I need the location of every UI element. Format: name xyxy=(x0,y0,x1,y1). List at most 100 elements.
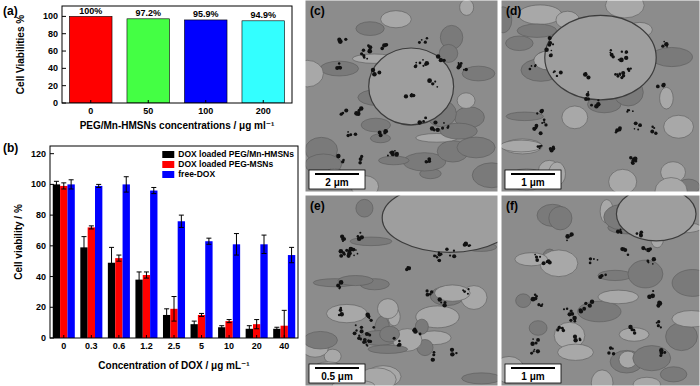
bar xyxy=(198,315,205,338)
error-cap xyxy=(54,181,59,182)
bar xyxy=(184,20,227,103)
particle xyxy=(535,341,538,344)
error-bar xyxy=(234,234,239,256)
error-bar xyxy=(172,297,177,322)
error-bar xyxy=(192,321,197,327)
organelle xyxy=(356,199,373,217)
organelle xyxy=(381,11,412,28)
organelle xyxy=(633,377,660,386)
error-bar xyxy=(61,183,66,189)
y-tick-label: 0 xyxy=(53,98,58,108)
particle xyxy=(442,303,446,307)
error-line xyxy=(291,247,292,262)
x-tick xyxy=(174,335,175,338)
error-cap xyxy=(124,192,129,193)
particle xyxy=(569,319,572,322)
particle xyxy=(394,150,396,152)
particle xyxy=(339,249,344,254)
particle xyxy=(426,289,429,292)
particle xyxy=(644,248,646,250)
particle xyxy=(634,128,636,130)
particle xyxy=(660,326,662,328)
particle xyxy=(340,234,344,238)
particle xyxy=(358,109,361,112)
x-tick xyxy=(201,335,202,338)
particle xyxy=(619,230,622,233)
particle xyxy=(656,85,660,89)
x-tick-label: 2.5 xyxy=(168,341,181,351)
scale-bar xyxy=(315,173,359,175)
error-bar xyxy=(219,326,224,329)
error-cap xyxy=(247,325,252,326)
error-cap xyxy=(54,187,59,188)
particle xyxy=(590,104,593,107)
particle xyxy=(445,248,448,251)
particle xyxy=(431,358,435,362)
bar xyxy=(88,227,95,338)
particle xyxy=(450,348,454,352)
x-axis-label: Concentration of DOX / μg mL⁻¹ xyxy=(98,360,250,371)
organelle xyxy=(305,331,337,349)
error-bar xyxy=(206,238,211,244)
error-cap xyxy=(116,261,121,262)
y-tick-label: 0 xyxy=(41,333,46,343)
organelle xyxy=(380,326,400,342)
particle xyxy=(566,239,568,241)
organelle xyxy=(462,66,495,81)
bar xyxy=(233,244,240,338)
organelle xyxy=(356,22,384,36)
error-line xyxy=(181,215,182,227)
organelle xyxy=(578,301,621,322)
organelle xyxy=(338,276,373,286)
legend-label: free-DOX xyxy=(178,169,215,179)
organelle xyxy=(517,24,557,37)
particle xyxy=(359,232,361,234)
error-line xyxy=(71,180,72,189)
particle xyxy=(415,62,417,64)
particle xyxy=(590,300,594,304)
particle xyxy=(467,288,469,290)
error-cap xyxy=(289,262,294,263)
error-line xyxy=(146,272,147,278)
particle xyxy=(453,250,455,252)
error-line xyxy=(56,181,57,187)
particle xyxy=(383,131,386,134)
particle xyxy=(347,251,352,256)
particle xyxy=(647,295,651,299)
legend: DOX loaded PEG/Mn-HMSNsDOX loaded PEG-MS… xyxy=(162,149,294,179)
x-tick xyxy=(229,335,230,338)
error-cap xyxy=(172,321,177,322)
particle xyxy=(532,127,536,131)
error-cap xyxy=(109,247,114,248)
bar xyxy=(135,280,142,338)
y-tick-label: 120 xyxy=(31,149,46,159)
particle xyxy=(430,290,434,294)
particle xyxy=(539,145,542,148)
organelle xyxy=(501,140,542,152)
organelle xyxy=(672,311,700,328)
particle xyxy=(337,38,341,42)
bar xyxy=(95,186,102,338)
error-bar xyxy=(227,320,232,323)
error-bar xyxy=(89,226,94,229)
particle xyxy=(661,45,664,48)
bar xyxy=(143,275,150,338)
micrograph: (d)1 μm xyxy=(494,0,700,205)
particle xyxy=(367,49,372,54)
particle xyxy=(353,254,355,256)
particle xyxy=(535,258,539,262)
scale-bar xyxy=(511,367,555,369)
organelle xyxy=(326,304,367,322)
particle xyxy=(358,335,360,337)
particle xyxy=(452,254,456,258)
particle xyxy=(539,131,543,135)
particle xyxy=(664,42,668,46)
error-cap xyxy=(179,215,184,216)
y-tick-label: 80 xyxy=(36,210,46,220)
particle xyxy=(372,72,377,77)
particle xyxy=(657,304,660,307)
organelle xyxy=(605,0,644,18)
particle xyxy=(349,247,352,250)
y-axis-label: Cell viability / % xyxy=(13,204,24,280)
particle xyxy=(360,326,363,329)
